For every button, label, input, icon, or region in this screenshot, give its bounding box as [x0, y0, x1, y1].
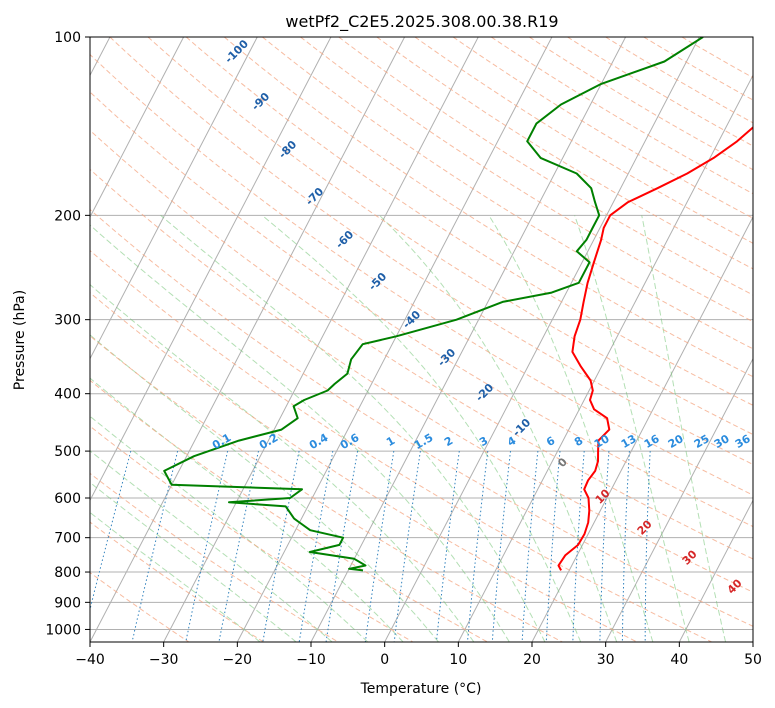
- x-tick-label: 50: [744, 652, 762, 668]
- y-tick-label: 200: [54, 208, 81, 224]
- dry-adiabat: [90, 168, 753, 593]
- x-tick-label: 10: [449, 652, 467, 668]
- temperature-profile-line: [557, 126, 753, 571]
- dry-adiabats: [90, 37, 753, 642]
- dry-adiabat: [262, 37, 753, 350]
- y-axis-label: Pressure (hPa): [12, 290, 28, 390]
- x-tick-label: 40: [670, 652, 688, 668]
- isotherm-line: [90, 37, 185, 219]
- y-axis-ticks: 100 200 300 400 500 600 700 800 900 1000: [45, 30, 90, 638]
- mixing-ratio-line: [298, 451, 334, 642]
- x-axis-ticks: −40 −30 −20 −10 0 10 20 30 40 50: [75, 642, 762, 668]
- dry-adiabat: [300, 37, 753, 323]
- y-tick-label: 800: [54, 565, 81, 581]
- mixing-ratio-line: [364, 451, 395, 642]
- moist-adiabat: [641, 215, 727, 642]
- profile-series: [163, 37, 753, 572]
- x-tick-label: 30: [597, 652, 615, 668]
- y-tick-label: 600: [54, 491, 81, 507]
- dry-adiabat: [90, 335, 563, 642]
- moist-adiabat: [90, 481, 297, 642]
- moist-adiabat: [90, 377, 404, 642]
- moist-adiabat: [90, 415, 369, 642]
- x-tick-label: −20: [223, 652, 253, 668]
- dry-adiabat: [223, 37, 753, 378]
- dry-adiabat: [90, 292, 638, 642]
- mixing-ratio-line: [491, 451, 511, 642]
- isotherm-line: [90, 37, 332, 502]
- mixing-ratio-line: [467, 451, 489, 642]
- isotherm-line: [457, 74, 753, 642]
- moist-adiabat: [261, 214, 582, 642]
- y-tick-label: 1000: [45, 622, 81, 638]
- skewed-isotherms: [90, 37, 753, 642]
- isotherm-line: [531, 215, 753, 642]
- dewpoint-profile-line: [163, 37, 704, 572]
- x-tick-label: 20: [523, 652, 541, 668]
- dry-adiabat: [338, 37, 753, 296]
- mixing-ratio-line: [218, 450, 259, 642]
- isotherm-line: [90, 37, 258, 360]
- mixing-ratio-line: [393, 451, 421, 642]
- dry-adiabat: [185, 37, 753, 406]
- isotherm-line: [236, 37, 553, 642]
- mixing-ratio-line: [545, 451, 561, 642]
- x-tick-label: −10: [296, 652, 326, 668]
- y-tick-label: 500: [54, 444, 81, 460]
- moist-adiabat: [574, 215, 690, 642]
- y-tick-label: 700: [54, 531, 81, 547]
- x-axis-label: Temperature (°C): [360, 681, 482, 697]
- isotherm-line: [678, 499, 753, 642]
- moist-adiabat: [160, 214, 546, 642]
- mixing-ratio-lines: [90, 450, 651, 642]
- moist-adiabat: [90, 224, 510, 642]
- mixing-ratio-line: [435, 451, 460, 642]
- moist-adiabat: [90, 450, 333, 642]
- mixing-ratio-line: [644, 451, 651, 642]
- x-tick-label: −40: [75, 652, 105, 668]
- dry-adiabat: [90, 208, 753, 627]
- moist-adiabat: [379, 214, 618, 642]
- dry-adiabat: [90, 91, 753, 528]
- mixing-ratio-line: [599, 451, 610, 642]
- y-tick-label: 900: [54, 595, 81, 611]
- mixing-ratio-line: [185, 450, 229, 642]
- y-tick-label: 300: [54, 313, 81, 329]
- plot-frame: [89, 36, 754, 643]
- isotherm-line: [163, 37, 479, 642]
- dry-adiabat: [90, 129, 753, 560]
- dry-adiabat: [529, 37, 753, 171]
- x-tick-label: 0: [380, 652, 389, 668]
- isotherm-line: [605, 357, 753, 642]
- y-tick-label: 100: [54, 30, 81, 46]
- mixing-ratio-line: [572, 451, 585, 642]
- y-tick-label: 400: [54, 387, 81, 403]
- dry-adiabat: [109, 37, 753, 465]
- dry-adiabat: [90, 472, 339, 642]
- mixing-ratio-line: [90, 450, 132, 612]
- isotherm-line: [384, 37, 700, 642]
- chart-title: wetPf2_C2E5.2025.308.00.38.R19: [285, 12, 558, 32]
- dry-adiabat: [452, 37, 753, 219]
- mixing-ratio-line: [521, 451, 539, 642]
- plot-area: [90, 37, 753, 642]
- isotherm-line: [90, 37, 406, 642]
- dry-adiabat: [90, 379, 488, 642]
- moist-adiabats: [90, 214, 727, 642]
- moist-adiabat: [488, 215, 654, 642]
- moist-adiabat: [90, 283, 475, 642]
- dry-adiabat: [376, 37, 753, 270]
- dry-adiabat: [90, 249, 712, 642]
- mixing-ratio-line: [131, 450, 179, 642]
- x-tick-label: −30: [149, 652, 179, 668]
- mixing-ratio-line: [621, 451, 630, 642]
- mixing-ratio-line: [262, 450, 300, 642]
